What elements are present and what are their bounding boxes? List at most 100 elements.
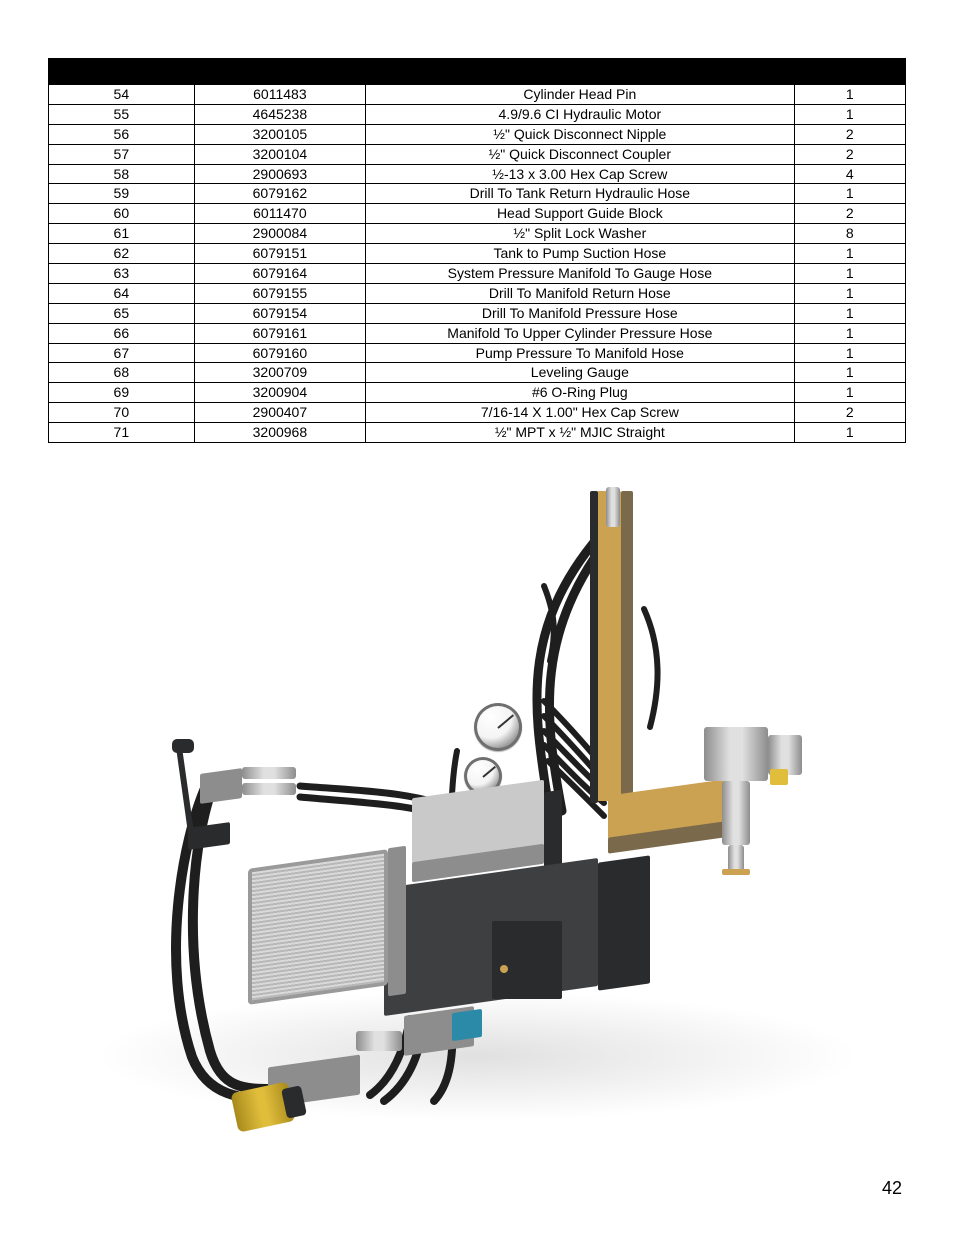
cell-part: 6079162 [194,184,365,204]
tank-indicator [500,965,508,973]
drill-chuck-ring [722,869,750,875]
cell-qty: 2 [794,403,905,423]
cell-part: 3200968 [194,423,365,443]
mast-front [597,491,621,801]
table-row: 693200904#6 O-Ring Plug1 [49,383,906,403]
cell-item: 61 [49,224,195,244]
cell-desc: Leveling Gauge [366,363,795,383]
table-row: 546011483Cylinder Head Pin1 [49,85,906,105]
cell-item: 58 [49,164,195,184]
cell-qty: 1 [794,104,905,124]
table-row: 573200104½" Quick Disconnect Coupler2 [49,144,906,164]
cell-item: 59 [49,184,195,204]
cell-item: 57 [49,144,195,164]
cell-part: 6079151 [194,244,365,264]
cell-desc: 7/16-14 X 1.00" Hex Cap Screw [366,403,795,423]
drill-motor-label [770,769,788,785]
cell-part: 4645238 [194,104,365,124]
cell-part: 6079164 [194,264,365,284]
cell-part: 6011470 [194,204,365,224]
cell-item: 71 [49,423,195,443]
table-row: 683200709Leveling Gauge1 [49,363,906,383]
cell-item: 62 [49,244,195,264]
cell-qty: 1 [794,85,905,105]
cell-part: 6079154 [194,303,365,323]
parts-table: 546011483Cylinder Head Pin15546452384.9/… [48,58,906,443]
cell-qty: 1 [794,264,905,284]
table-header [49,59,906,85]
table-row: 5546452384.9/9.6 CI Hydraulic Motor1 [49,104,906,124]
cell-qty: 1 [794,323,905,343]
cell-desc: Manifold To Upper Cylinder Pressure Hose [366,323,795,343]
cell-item: 69 [49,383,195,403]
table-row: 626079151Tank to Pump Suction Hose1 [49,244,906,264]
cell-qty: 1 [794,423,905,443]
cell-item: 63 [49,264,195,284]
page-number: 42 [882,1178,902,1199]
table-row: 636079164System Pressure Manifold To Gau… [49,264,906,284]
drill-spindle [722,781,750,845]
pressure-gauge-upper [474,703,522,751]
table-row: 7029004077/16-14 X 1.00" Hex Cap Screw2 [49,403,906,423]
cell-desc: Cylinder Head Pin [366,85,795,105]
cell-part: 2900407 [194,403,365,423]
cell-desc: #6 O-Ring Plug [366,383,795,403]
table-row: 606011470Head Support Guide Block2 [49,204,906,224]
cell-desc: Head Support Guide Block [366,204,795,224]
cell-part: 2900084 [194,224,365,244]
mast-cap [606,487,620,527]
cell-desc: Tank to Pump Suction Hose [366,244,795,264]
cell-part: 3200104 [194,144,365,164]
cell-part: 3200709 [194,363,365,383]
quick-connect-1 [242,767,296,779]
cell-desc: ½-13 x 3.00 Hex Cap Screw [366,164,795,184]
cell-item: 68 [49,363,195,383]
cell-qty: 2 [794,144,905,164]
table-row: 646079155Drill To Manifold Return Hose1 [49,283,906,303]
tank-side [598,855,650,990]
table-row: 656079154Drill To Manifold Pressure Hose… [49,303,906,323]
oil-cooler-side [388,846,406,997]
drill-motor-body [704,727,768,781]
cell-desc: ½" Quick Disconnect Coupler [366,144,795,164]
quick-connect-2 [242,783,296,795]
table-row: 676079160Pump Pressure To Manifold Hose1 [49,343,906,363]
cell-item: 65 [49,303,195,323]
cell-desc: Pump Pressure To Manifold Hose [366,343,795,363]
cell-item: 56 [49,124,195,144]
cell-desc: Drill To Manifold Pressure Hose [366,303,795,323]
cell-desc: ½" Quick Disconnect Nipple [366,124,795,144]
cell-item: 66 [49,323,195,343]
cell-part: 3200105 [194,124,365,144]
cell-qty: 2 [794,124,905,144]
hydraulic-assembly-figure [152,491,802,1131]
table-row: 612900084½" Split Lock Washer8 [49,224,906,244]
cell-qty: 1 [794,383,905,403]
cell-item: 54 [49,85,195,105]
table-row: 596079162Drill To Tank Return Hydraulic … [49,184,906,204]
cell-desc: System Pressure Manifold To Gauge Hose [366,264,795,284]
table-row: 666079161Manifold To Upper Cylinder Pres… [49,323,906,343]
cell-desc: Drill To Tank Return Hydraulic Hose [366,184,795,204]
table-row: 713200968½" MPT x ½" MJIC Straight1 [49,423,906,443]
cell-qty: 2 [794,204,905,224]
cell-part: 6011483 [194,85,365,105]
oil-cooler [248,849,388,1005]
quick-connect-block [200,768,242,804]
cell-part: 3200904 [194,383,365,403]
cell-desc: ½" MPT x ½" MJIC Straight [366,423,795,443]
mast-side [621,491,633,801]
table-row: 563200105½" Quick Disconnect Nipple2 [49,124,906,144]
lever-knob [172,739,194,753]
tank-panel [492,921,562,999]
cell-qty: 8 [794,224,905,244]
cell-item: 60 [49,204,195,224]
pump-fitting [356,1031,402,1051]
cell-desc: 4.9/9.6 CI Hydraulic Motor [366,104,795,124]
cell-qty: 1 [794,303,905,323]
cell-item: 67 [49,343,195,363]
cell-part: 2900693 [194,164,365,184]
cell-desc: Drill To Manifold Return Hose [366,283,795,303]
cell-qty: 4 [794,164,905,184]
cell-qty: 1 [794,283,905,303]
